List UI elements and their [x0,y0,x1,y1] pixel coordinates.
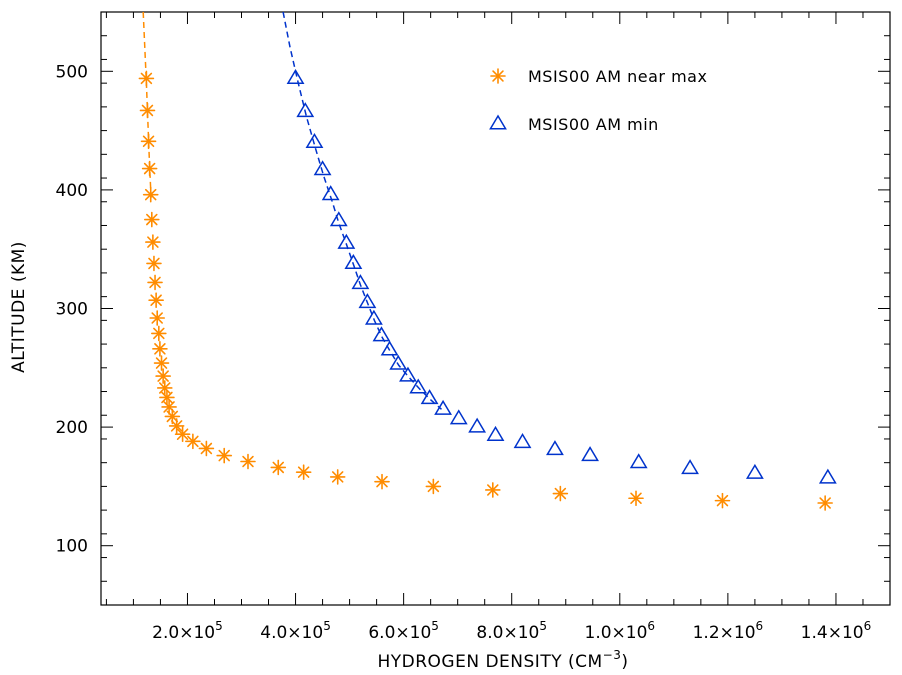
y-axis-label: ALTITUDE (KM) [9,241,29,373]
data-point [629,453,648,469]
data-point [305,132,324,149]
data-point [147,274,163,291]
data-point [174,426,191,443]
y-tick-label: 400 [56,181,88,201]
fit-line [282,11,442,410]
x-tick-label: 2.0×105 [152,619,223,643]
data-point [389,354,408,370]
data-point [358,293,377,309]
data-point [151,325,167,342]
data-point [420,389,439,405]
data-point [337,233,356,249]
data-point [434,399,452,415]
data-point [486,425,505,441]
data-point [399,366,417,382]
y-tick-label: 200 [56,418,88,438]
x-tick-label: 8.0×105 [476,619,547,643]
x-axis-label: HYDROGEN DENSITY (CM−3) [377,648,628,672]
axis-ticks: 2.0×105 4.0×105 6.0×105 8.0×105 1.0×106 1.2×1… [56,11,891,643]
fit-lines [142,11,442,410]
data-point [513,433,532,449]
data-point [149,310,166,326]
data-point [449,409,468,425]
data-point [161,399,177,415]
data-point [139,102,156,119]
data-point [155,368,171,384]
data-point [552,485,569,502]
data-point [145,234,161,250]
data-point [153,355,170,371]
legend-marker [489,114,507,130]
data-point [142,186,159,203]
data-point [380,340,399,356]
data-point [546,440,564,456]
plot-border [100,11,891,606]
data-point [409,378,428,394]
x-tick-label: 1.2×106 [693,619,764,643]
data-point [140,133,157,150]
plot-frame [100,11,891,606]
data-point [817,495,833,511]
data-point [141,160,158,177]
data-point [185,433,201,450]
data-point [329,469,346,485]
data-point [681,459,699,475]
data-point [313,160,332,176]
x-tick-label: 1.4×106 [801,619,872,643]
data-point [295,464,312,480]
data-point [484,482,501,498]
data-point [372,326,391,342]
data-point [152,341,168,357]
y-tick-label: 300 [56,300,88,320]
y-tick-label: 100 [56,537,88,557]
data-points [138,68,837,511]
data-point [270,459,287,476]
legend-label: MSIS00 AM min [528,115,659,134]
data-point [425,478,442,495]
data-point [364,309,383,325]
data-point [146,255,162,272]
data-point [344,253,363,269]
data-point [329,211,348,227]
data-point [296,102,315,118]
data-point [156,380,173,396]
legend-label: MSIS00 AM near max [528,67,707,86]
x-tick-label: 1.0×106 [585,619,656,643]
data-point [374,473,390,490]
data-point [581,446,599,462]
x-tick-label: 4.0×105 [260,619,331,643]
data-point [138,70,155,87]
data-point [198,440,215,457]
data-point [321,185,340,201]
data-point [468,417,487,433]
x-tick-label: 6.0×105 [368,619,439,643]
legend-marker [490,68,506,84]
data-point [745,463,764,479]
legend: MSIS00 AM near max MSIS00 AM min [489,67,707,134]
data-point [714,492,731,509]
data-point [143,211,160,228]
y-tick-label: 500 [56,62,88,82]
data-point [240,453,256,470]
data-point [818,468,837,484]
data-point [168,418,185,434]
data-point [628,490,644,507]
data-point [351,274,370,290]
data-point [216,447,233,464]
data-point [286,68,305,84]
data-point [159,389,175,406]
data-point [148,292,164,308]
